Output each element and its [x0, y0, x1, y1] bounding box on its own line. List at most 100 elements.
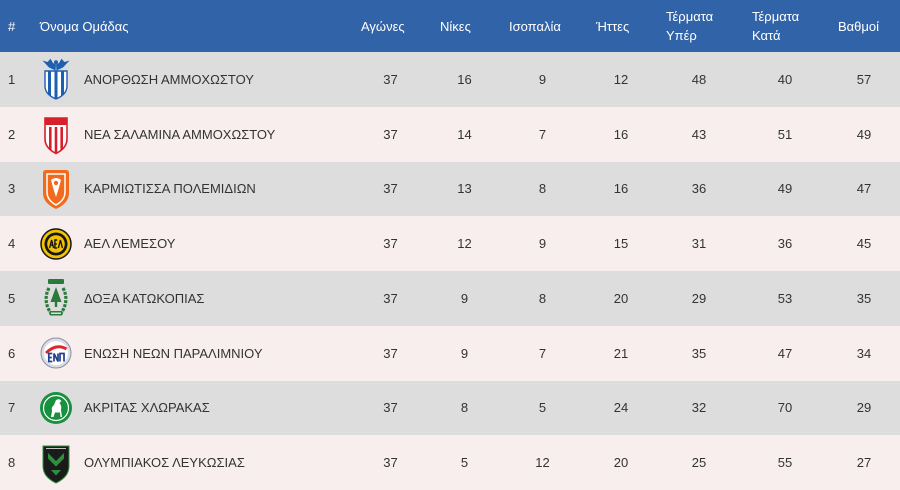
goals-against-cell: 40 [777, 71, 793, 87]
losses-cell: 20 [613, 455, 629, 471]
losses-cell: 16 [613, 126, 629, 142]
team-cell: ΕΝΩΣΗ ΝΕΩΝ ΠΑΡΑΛΙΜΝΙΟΥ [30, 326, 351, 381]
draws-cell: 12 [535, 455, 550, 471]
team-name: ΕΝΩΣΗ ΝΕΩΝ ΠΑΡΑΛΙΜΝΙΟΥ [84, 345, 263, 361]
rank-cell: 6 [8, 345, 16, 361]
team-cell: ΚΑΡΜΙΩΤΙΣΣΑ ΠΟΛΕΜΙΔΙΩΝ [30, 162, 351, 217]
goals-against-cell: 49 [777, 181, 793, 197]
played-cell: 37 [383, 71, 398, 87]
doxa-crest-icon [40, 277, 72, 319]
table-body: 1 ΑΝΟΡΘΩΣΗ ΑΜΜΟΧΩΣΤΟΥ 37 16 9 12 48 40 57 2 [0, 52, 900, 490]
column-header-goals-for: Τέρματα Υπέρ [656, 0, 742, 52]
draws-cell: 7 [538, 126, 547, 142]
played-cell: 37 [383, 455, 398, 471]
rank-cell: 4 [8, 236, 16, 252]
nea-salamina-crest-icon [40, 113, 72, 155]
wins-cell: 5 [460, 455, 469, 471]
olympiakos-crest-icon [40, 442, 72, 484]
goals-for-cell: 35 [691, 345, 707, 361]
column-header-draws: Ισοπαλία [509, 18, 561, 34]
draws-cell: 5 [538, 400, 547, 416]
column-header-rank: # [8, 18, 16, 34]
goals-for-cell: 48 [691, 71, 707, 87]
column-header-team: Όνομα Ομάδας [40, 18, 129, 34]
team-name: ΑΕΛ ΛΕΜΕΣΟΥ [84, 236, 176, 252]
goals-for-cell: 25 [691, 455, 707, 471]
table-row: 2 ΝΕΑ ΣΑΛΑΜΙΝΑ ΑΜΜΟΧΩΣΤΟΥ 37 14 7 16 43 51 49 [0, 106, 900, 162]
anorthosis-crest-icon [40, 58, 72, 101]
goals-for-cell: 32 [691, 400, 707, 416]
draws-cell: 8 [538, 181, 547, 197]
column-header-goals-against: Τέρματα Κατά [742, 0, 828, 52]
wins-cell: 14 [457, 126, 472, 142]
goals-against-cell: 53 [777, 290, 793, 306]
table-row: 8 ΟΛΥΜΠΙΑΚΟΣ ΛΕΥΚΩΣΙΑΣ 37 5 12 20 25 55 27 [0, 435, 900, 490]
column-header-goals-for-label: Τέρματα Υπέρ [666, 9, 714, 43]
wins-cell: 13 [457, 181, 472, 197]
table-row: 3 ΚΑΡΜΙΩΤΙΣΣΑ ΠΟΛΕΜΙΔΙΩΝ 37 13 8 16 36 49 47 [0, 161, 900, 217]
team-name: ΑΚΡΙΤΑΣ ΧΛΩΡΑΚΑΣ [84, 400, 210, 416]
draws-cell: 9 [538, 71, 547, 87]
team-name: ΝΕΑ ΣΑΛΑΜΙΝΑ ΑΜΜΟΧΩΣΤΟΥ [84, 126, 276, 142]
column-header-points: Βαθμοί [838, 18, 880, 34]
points-cell: 49 [856, 126, 872, 142]
table-row: 7 ΑΚΡΙΤΑΣ ΧΛΩΡΑΚΑΣ 37 8 5 24 32 70 29 [0, 380, 900, 436]
played-cell: 37 [383, 126, 398, 142]
team-cell: ΑΕΛ ΛΕΜΕΣΟΥ [30, 216, 351, 271]
table-row: 5 ΔΟΞΑ ΚΑΤΩΚΟΠΙΑΣ 37 9 8 20 29 53 35 [0, 271, 900, 326]
points-cell: 34 [856, 345, 872, 361]
team-cell: ΝΕΑ ΣΑΛΑΜΙΝΑ ΑΜΜΟΧΩΣΤΟΥ [30, 107, 351, 162]
wins-cell: 12 [457, 236, 472, 252]
goals-against-cell: 55 [777, 455, 793, 471]
team-cell: ΑΝΟΡΘΩΣΗ ΑΜΜΟΧΩΣΤΟΥ [30, 52, 351, 107]
team-cell: ΟΛΥΜΠΙΑΚΟΣ ΛΕΥΚΩΣΙΑΣ [30, 435, 351, 490]
goals-for-cell: 31 [691, 236, 707, 252]
goals-against-cell: 51 [777, 126, 793, 142]
points-cell: 29 [856, 400, 872, 416]
draws-cell: 8 [538, 290, 547, 306]
played-cell: 37 [383, 290, 398, 306]
rank-cell: 5 [8, 290, 16, 306]
played-cell: 37 [383, 181, 398, 197]
losses-cell: 12 [613, 71, 629, 87]
enp-crest-icon [40, 332, 72, 374]
played-cell: 37 [383, 345, 398, 361]
table-row: 6 ΕΝΩΣΗ ΝΕΩΝ ΠΑΡΑΛΙΜΝΙΟΥ 37 9 7 21 35 47 34 [0, 325, 900, 381]
table-row: 4 ΑΕΛ ΛΕΜΕΣΟΥ 37 12 9 15 31 36 45 [0, 216, 900, 271]
wins-cell: 8 [460, 400, 469, 416]
played-cell: 37 [383, 400, 398, 416]
goals-for-cell: 43 [691, 126, 707, 142]
column-header-played: Αγώνες [361, 18, 405, 34]
points-cell: 35 [856, 290, 872, 306]
points-cell: 45 [856, 236, 872, 252]
losses-cell: 20 [613, 290, 629, 306]
column-header-wins: Νίκες [440, 18, 471, 34]
column-header-goals-against-label: Τέρματα Κατά [752, 9, 800, 43]
team-name: ΔΟΞΑ ΚΑΤΩΚΟΠΙΑΣ [84, 290, 205, 306]
wins-cell: 16 [457, 71, 472, 87]
rank-cell: 2 [8, 126, 16, 142]
goals-against-cell: 47 [777, 345, 793, 361]
team-name: ΟΛΥΜΠΙΑΚΟΣ ΛΕΥΚΩΣΙΑΣ [84, 455, 245, 471]
column-header-losses: Ήττες [596, 18, 630, 34]
draws-cell: 9 [538, 236, 547, 252]
goals-against-cell: 70 [777, 400, 793, 416]
losses-cell: 15 [613, 236, 629, 252]
rank-cell: 7 [8, 400, 16, 416]
goals-against-cell: 36 [777, 236, 793, 252]
draws-cell: 7 [538, 345, 547, 361]
losses-cell: 16 [613, 181, 629, 197]
table-row: 1 ΑΝΟΡΘΩΣΗ ΑΜΜΟΧΩΣΤΟΥ 37 16 9 12 48 40 57 [0, 52, 900, 107]
akritas-crest-icon [40, 387, 72, 429]
points-cell: 47 [856, 181, 872, 197]
wins-cell: 9 [460, 345, 469, 361]
points-cell: 57 [856, 71, 872, 87]
table-header: # Όνομα Ομάδας Αγώνες Νίκες Ισοπαλία Ήττ… [0, 0, 900, 52]
rank-cell: 3 [8, 181, 16, 197]
team-name: ΑΝΟΡΘΩΣΗ ΑΜΜΟΧΩΣΤΟΥ [84, 71, 254, 87]
team-cell: ΔΟΞΑ ΚΑΤΩΚΟΠΙΑΣ [30, 271, 351, 326]
goals-for-cell: 29 [691, 290, 707, 306]
played-cell: 37 [383, 236, 398, 252]
karmiotissa-crest-icon [40, 168, 72, 210]
